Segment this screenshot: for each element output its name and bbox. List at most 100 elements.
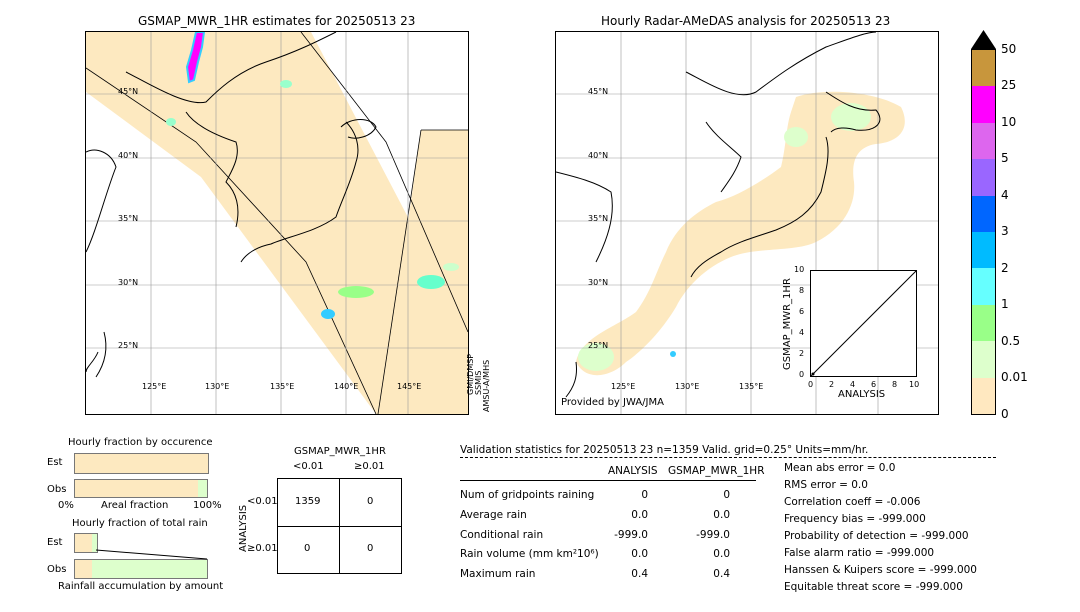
hist-axis-mid: Areal fraction (101, 500, 169, 511)
hist-bar-est-total (74, 533, 94, 553)
cb-label-05: 0.5 (1001, 334, 1021, 348)
cb-label-4: 4 (1001, 188, 1009, 202)
inset-x-tick-6: 6 (871, 380, 877, 389)
left-lon-145: 145°E (397, 382, 422, 391)
colorbar-seg-001 (972, 341, 995, 378)
contingency-row-1: <0.01 (247, 496, 278, 507)
right-lat-30: 30°N (588, 278, 609, 287)
contingency-cell-1-2: 0 (367, 496, 374, 507)
left-lat-35: 35°N (118, 214, 139, 223)
contingency-cell-2-1: 0 (304, 543, 311, 554)
hist-bar-obs-total-green (92, 559, 208, 579)
cb-label-1: 1 (1001, 297, 1009, 311)
colorbar-seg-0 (972, 378, 995, 414)
colorbar-seg-3 (972, 196, 995, 232)
validation-dash-line (460, 457, 996, 458)
score-pod: Probability of detection = -999.000 (784, 530, 969, 542)
left-lon-130: 130°E (205, 382, 230, 391)
right-lat-25: 25°N (588, 341, 609, 350)
validation-row-b-1: 0.0 (713, 509, 730, 521)
inset-y-tick-2: 2 (799, 349, 805, 358)
right-lon-125: 125°E (611, 382, 636, 391)
cb-label-10: 10 (1001, 115, 1017, 129)
validation-row-b-4: 0.4 (713, 568, 730, 580)
validation-row-a-2: -999.0 (614, 529, 648, 541)
validation-row-a-3: 0.0 (631, 548, 648, 560)
right-lon-135: 135°E (739, 382, 764, 391)
hist-row-obs-2: Obs (47, 564, 67, 575)
inset-ylabel: GSMAP_MWR_1HR (782, 278, 793, 370)
right-lat-40: 40°N (588, 151, 609, 160)
cb-label-0: 0 (1001, 407, 1009, 421)
cb-label-3: 3 (1001, 224, 1009, 238)
inset-x-tick-10: 10 (909, 380, 920, 389)
score-correlation: Correlation coeff = -0.006 (784, 496, 921, 508)
validation-row-label-2: Conditional rain (460, 529, 544, 541)
hist-connector (95, 549, 208, 560)
score-ets: Equitable threat score = -999.000 (784, 581, 963, 593)
right-map-credit: Provided by JWA/JMA (561, 397, 664, 408)
validation-col-gsmap: GSMAP_MWR_1HR (668, 465, 765, 477)
colorbar-arrow (971, 30, 996, 49)
inset-diagonal (810, 270, 917, 377)
inset-y-tick-8: 8 (799, 286, 805, 295)
score-rms-error: RMS error = 0.0 (784, 479, 868, 491)
contingency-grid (277, 478, 402, 574)
left-lon-135: 135°E (270, 382, 295, 391)
hist-bar-est-total-green (92, 533, 98, 553)
validation-row-label-4: Maximum rain (460, 568, 536, 580)
validation-row-b-3: 0.0 (713, 548, 730, 560)
contingency-col-2: ≥0.01 (354, 461, 385, 472)
inset-y-tick-0: 0 (799, 370, 805, 379)
validation-header: Validation statistics for 20250513 23 n=… (460, 444, 869, 456)
validation-row-b-2: -999.0 (696, 529, 730, 541)
cb-label-25: 25 (1001, 78, 1017, 92)
score-frequency-bias: Frequency bias = -999.000 (784, 513, 926, 525)
right-lon-130: 130°E (675, 382, 700, 391)
contingency-col-1: <0.01 (293, 461, 324, 472)
inset-y-tick-10: 10 (794, 265, 805, 274)
hist-footer: Rainfall accumulation by amount (58, 581, 224, 592)
inset-x-tick-2: 2 (829, 380, 835, 389)
inset-y-tick-4: 4 (799, 328, 805, 337)
inset-xlabel: ANALYSIS (838, 389, 886, 400)
score-far: False alarm ratio = -999.000 (784, 547, 935, 559)
hist-bar-obs-total (74, 559, 94, 579)
right-lat-35: 35°N (588, 214, 609, 223)
hist-row-obs-1: Obs (47, 484, 67, 495)
left-lon-140: 140°E (334, 382, 359, 391)
cb-label-5: 5 (1001, 151, 1009, 165)
right-lat-45: 45°N (588, 87, 609, 96)
score-mean-abs-error: Mean abs error = 0.0 (784, 462, 896, 474)
contingency-cell-2-2: 0 (367, 543, 374, 554)
cb-label-50: 50 (1001, 42, 1017, 56)
left-lat-25: 25°N (118, 341, 139, 350)
hist-axis-right: 100% (193, 500, 222, 511)
score-hk: Hanssen & Kuipers score = -999.000 (784, 564, 977, 576)
validation-row-label-0: Num of gridpoints raining (460, 489, 595, 501)
colorbar-seg-4 (972, 159, 995, 196)
colorbar-seg-2 (972, 232, 995, 268)
hist-title-total: Hourly fraction of total rain (72, 518, 208, 529)
left-lat-40: 40°N (118, 151, 139, 160)
validation-row-label-3: Rain volume (mm km²10⁶) (460, 548, 599, 560)
validation-row-label-1: Average rain (460, 509, 527, 521)
contingency-row-2: ≥0.01 (247, 543, 278, 554)
colorbar-seg-1 (972, 268, 995, 305)
inset-x-tick-4: 4 (850, 380, 856, 389)
validation-underline (460, 480, 756, 481)
hist-row-est-1: Est (47, 457, 63, 468)
colorbar-seg-05 (972, 305, 995, 341)
colorbar-seg-25 (972, 50, 995, 86)
right-map-plot (556, 32, 938, 414)
inset-x-tick-8: 8 (892, 380, 898, 389)
left-lat-45: 45°N (118, 87, 139, 96)
colorbar (971, 49, 996, 415)
validation-row-a-1: 0.0 (631, 509, 648, 521)
contingency-title: GSMAP_MWR_1HR (294, 446, 386, 457)
validation-row-a-0: 0 (641, 489, 648, 501)
right-map (555, 31, 939, 415)
cb-label-2: 2 (1001, 261, 1009, 275)
validation-row-a-4: 0.4 (631, 568, 648, 580)
validation-col-analysis: ANALYSIS (608, 465, 658, 477)
